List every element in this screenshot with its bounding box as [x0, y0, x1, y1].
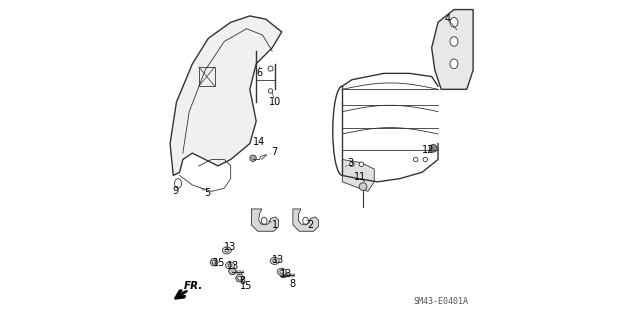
- Text: 13: 13: [224, 242, 236, 252]
- PathPatch shape: [293, 209, 319, 231]
- Text: SM43-E0401A: SM43-E0401A: [413, 297, 468, 306]
- Text: 7: 7: [271, 146, 278, 157]
- Ellipse shape: [228, 264, 232, 267]
- Polygon shape: [236, 275, 244, 282]
- Text: FR.: FR.: [184, 281, 203, 291]
- Text: 11: 11: [355, 172, 367, 182]
- PathPatch shape: [431, 10, 473, 89]
- Text: 3: 3: [348, 158, 353, 168]
- Circle shape: [359, 183, 367, 190]
- Text: 8: 8: [290, 279, 296, 289]
- Polygon shape: [210, 259, 218, 266]
- Circle shape: [237, 276, 241, 280]
- Circle shape: [268, 89, 273, 93]
- Text: 14: 14: [253, 137, 266, 147]
- Ellipse shape: [280, 270, 284, 273]
- Ellipse shape: [450, 59, 458, 69]
- Text: 2: 2: [307, 220, 314, 230]
- Text: 4: 4: [445, 14, 451, 24]
- PathPatch shape: [342, 160, 374, 191]
- Ellipse shape: [175, 179, 182, 188]
- Text: 13: 13: [273, 255, 285, 265]
- Circle shape: [423, 157, 428, 162]
- Text: 9: 9: [173, 186, 179, 197]
- Text: 8: 8: [240, 276, 246, 286]
- Text: 15: 15: [213, 258, 226, 268]
- Polygon shape: [280, 271, 287, 278]
- Text: 5: 5: [205, 188, 211, 198]
- Ellipse shape: [270, 257, 279, 264]
- Ellipse shape: [225, 249, 228, 252]
- Text: 13: 13: [227, 261, 239, 271]
- Text: 12: 12: [422, 145, 435, 155]
- Ellipse shape: [273, 259, 276, 263]
- Text: 6: 6: [257, 68, 262, 78]
- Ellipse shape: [261, 217, 267, 224]
- Text: 10: 10: [269, 97, 281, 107]
- PathPatch shape: [170, 16, 282, 175]
- Ellipse shape: [225, 262, 234, 269]
- PathPatch shape: [252, 209, 278, 231]
- Circle shape: [250, 155, 256, 161]
- Circle shape: [268, 66, 273, 71]
- Circle shape: [349, 162, 354, 167]
- Ellipse shape: [277, 268, 286, 275]
- Text: 1: 1: [272, 220, 278, 230]
- Ellipse shape: [450, 37, 458, 46]
- Text: 15: 15: [241, 280, 253, 291]
- Ellipse shape: [450, 18, 458, 27]
- Ellipse shape: [303, 217, 308, 224]
- Circle shape: [212, 260, 216, 264]
- Circle shape: [413, 157, 418, 162]
- Text: 13: 13: [280, 269, 292, 279]
- Bar: [199, 67, 215, 86]
- Ellipse shape: [222, 247, 231, 254]
- Circle shape: [429, 145, 437, 152]
- Circle shape: [359, 162, 364, 167]
- Polygon shape: [228, 268, 236, 274]
